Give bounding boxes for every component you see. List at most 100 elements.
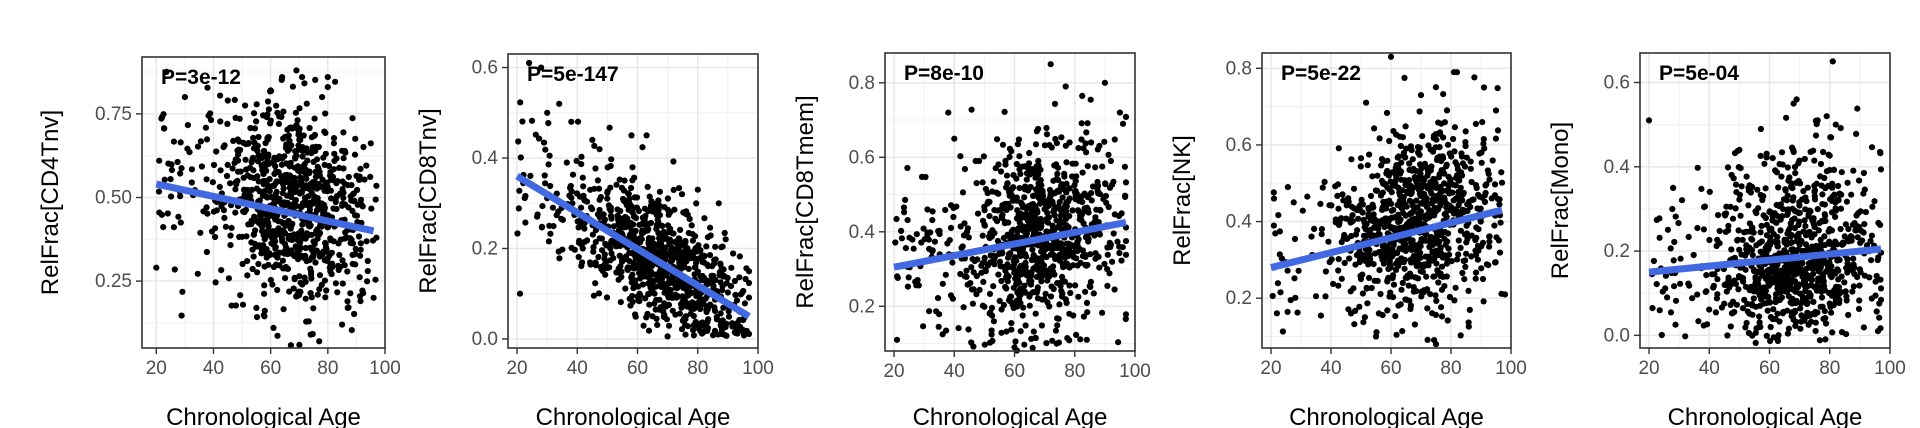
data-point	[613, 269, 620, 276]
data-point	[1745, 329, 1752, 337]
data-point	[1322, 293, 1329, 300]
data-point	[1739, 236, 1746, 243]
data-point	[274, 286, 281, 294]
data-point	[1451, 124, 1458, 131]
data-point	[296, 105, 303, 112]
data-point	[1030, 328, 1037, 335]
data-point	[547, 182, 554, 190]
data-point	[274, 332, 281, 339]
data-point	[1061, 170, 1068, 177]
data-point	[994, 207, 1001, 214]
data-point	[957, 153, 964, 160]
data-point	[1750, 229, 1757, 236]
data-point	[597, 194, 605, 201]
data-point	[644, 220, 651, 227]
data-point	[636, 269, 643, 277]
x-tick-label: 40	[203, 358, 224, 379]
data-point	[1008, 148, 1015, 155]
data-point	[979, 302, 987, 309]
data-point	[1478, 149, 1485, 156]
data-point	[1042, 198, 1049, 205]
data-point	[1466, 198, 1473, 205]
data-point	[328, 195, 335, 202]
data-point	[610, 223, 617, 230]
data-point	[1365, 206, 1372, 213]
x-tick-label: 100	[742, 358, 774, 379]
data-point	[339, 178, 346, 185]
data-point	[704, 324, 712, 332]
data-point	[167, 193, 175, 200]
data-point	[961, 166, 969, 173]
data-point	[1365, 231, 1372, 239]
data-point	[1026, 149, 1033, 157]
data-point	[357, 298, 364, 305]
data-point	[628, 279, 635, 286]
data-point	[1065, 252, 1072, 260]
data-point	[1284, 267, 1291, 274]
data-point	[1860, 169, 1867, 177]
data-point	[197, 229, 204, 236]
data-point	[1000, 201, 1007, 209]
x-tick-label: 80	[1064, 361, 1085, 382]
data-point	[321, 187, 328, 194]
data-point	[1725, 222, 1732, 229]
data-point	[1764, 273, 1771, 280]
data-point	[331, 150, 338, 157]
data-point	[1465, 319, 1472, 326]
data-point	[628, 132, 635, 139]
data-point	[1757, 229, 1764, 236]
data-point	[1311, 225, 1318, 232]
data-point	[553, 212, 560, 219]
data-point	[1784, 211, 1791, 218]
data-point	[1402, 212, 1409, 219]
data-point	[1392, 313, 1399, 320]
data-point	[265, 160, 272, 167]
data-point	[1393, 162, 1400, 169]
data-point	[1038, 182, 1045, 189]
data-point	[1843, 198, 1850, 205]
data-point	[1789, 300, 1796, 307]
data-point	[1367, 192, 1375, 200]
data-point	[704, 305, 711, 312]
data-point	[234, 136, 241, 143]
data-point	[1776, 161, 1783, 168]
data-point	[574, 118, 582, 125]
data-point	[1848, 191, 1855, 198]
data-point	[280, 135, 287, 142]
data-point	[1860, 229, 1867, 236]
data-point	[1051, 271, 1058, 278]
data-point	[1043, 272, 1050, 279]
data-point	[1341, 259, 1348, 267]
data-point	[1119, 120, 1127, 127]
data-point	[1467, 165, 1474, 172]
x-tick-label: 100	[1495, 358, 1527, 379]
data-point	[1873, 308, 1880, 315]
data-point	[1043, 124, 1050, 132]
data-point	[545, 120, 552, 127]
data-point	[369, 237, 377, 244]
data-point	[1386, 197, 1393, 204]
data-point	[1759, 196, 1766, 204]
data-point	[904, 164, 911, 172]
data-point	[635, 207, 643, 215]
data-point	[349, 191, 357, 198]
data-point	[704, 277, 711, 284]
data-point	[357, 252, 364, 259]
data-point	[344, 304, 351, 311]
data-point	[1377, 290, 1384, 298]
data-point	[1359, 209, 1366, 216]
data-point	[1030, 289, 1037, 296]
data-point	[1116, 249, 1123, 257]
data-point	[1664, 226, 1671, 233]
data-point	[1032, 174, 1039, 181]
data-point	[1860, 190, 1867, 197]
data-point	[1436, 153, 1443, 160]
data-point	[665, 322, 673, 329]
data-point	[684, 303, 691, 310]
data-point	[1357, 163, 1364, 170]
data-point	[1070, 249, 1077, 256]
data-point	[1419, 133, 1426, 140]
data-point	[1828, 309, 1835, 316]
